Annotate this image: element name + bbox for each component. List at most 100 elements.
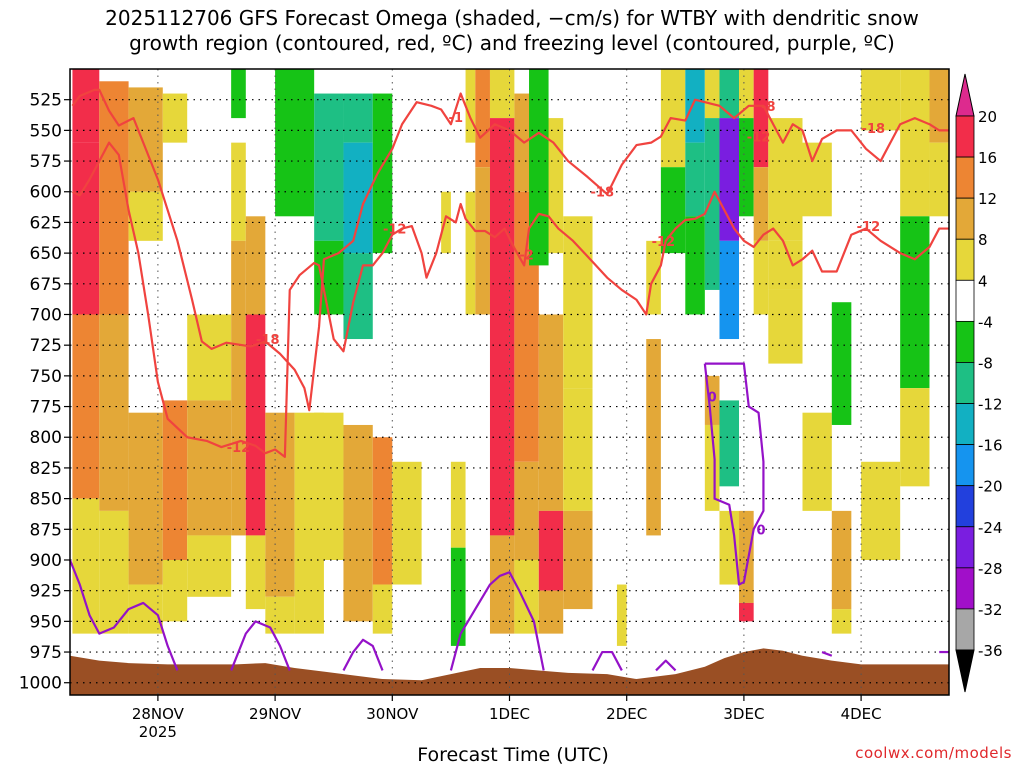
y-tick-label-975: 975	[30, 643, 62, 663]
colorbar-label-9: -20	[978, 478, 1003, 496]
omega-cell-32-1	[802, 412, 832, 511]
omega-cell-33-0	[831, 302, 852, 425]
x-tick-label-2DEC: 2DEC	[606, 705, 647, 723]
y-tick-label-750: 750	[30, 367, 62, 387]
colorbar-label-8: -16	[978, 437, 1003, 455]
y-tick-label-825: 825	[30, 459, 62, 479]
omega-cell-10-0	[314, 93, 344, 241]
y-tick-label-800: 800	[30, 428, 62, 448]
contour-label-4: -2	[519, 248, 533, 263]
omega-cell-11-1	[343, 142, 373, 254]
omega-cell-31-2	[768, 289, 803, 364]
omega-cell-19-2	[514, 461, 539, 560]
colorbar-label-4: 4	[978, 272, 988, 290]
y-tick-label-575: 575	[30, 152, 62, 172]
freezing-contour-0	[68, 559, 179, 671]
freezing-contour-2	[342, 638, 384, 671]
contour-label-7: -12	[747, 131, 771, 146]
y-tick-label-625: 625	[30, 213, 62, 233]
omega-cell-13-0	[392, 461, 422, 585]
omega-cell-36-1	[929, 142, 949, 217]
y-tick-label-675: 675	[30, 275, 62, 295]
colorbar-label-13: -36	[978, 642, 1003, 660]
omega-cell-0-0	[72, 69, 100, 143]
omega-cell-26-0	[685, 69, 705, 143]
omega-cell-28-2	[719, 240, 740, 340]
freezing-contour-6	[703, 362, 765, 586]
omega-cell-6-2	[245, 535, 266, 610]
x-tick-label-3DEC: 3DEC	[723, 705, 764, 723]
contour-labels: -18 -12 -12 -1 -2 -18 -12 -12 -8 -18 -12 0 0	[227, 100, 885, 538]
colorbar-bin-9	[955, 485, 975, 528]
contour-label-3: -1	[449, 111, 463, 126]
colorbar-bin-8	[955, 444, 975, 487]
omega-cell-11-3	[343, 424, 373, 622]
y-tick-label-525: 525	[30, 91, 62, 111]
omega-cell-20-2	[538, 510, 564, 591]
colorbar-label-3: 8	[978, 231, 988, 249]
colorbar-label-1: 16	[978, 149, 997, 167]
omega-cell-12-2	[372, 584, 393, 634]
omega-cell-33-2	[831, 609, 852, 634]
colorbar-bin-6	[955, 362, 975, 404]
omega-cell-2-3	[128, 584, 163, 634]
colorbar-label-5: -4	[978, 313, 993, 331]
colorbar-bottom-cap	[955, 649, 975, 693]
contour-label-6: -12	[652, 235, 676, 250]
colorbar-bin-3	[955, 238, 975, 281]
dgz-contour-1	[71, 141, 949, 458]
credit-text: coolwx.com/models	[855, 744, 1012, 762]
colorbar-label-7: -12	[978, 396, 1003, 414]
omega-cell-17-0	[475, 69, 490, 168]
contour-label-8: -8	[761, 100, 775, 115]
y-tick-label-550: 550	[30, 121, 62, 141]
omega-cell-5-0	[231, 69, 246, 119]
y-tick-label-900: 900	[30, 551, 62, 571]
x-tick-label-4DEC: 4DEC	[841, 705, 882, 723]
omega-cell-5-1	[231, 142, 246, 241]
y-tick-label-775: 775	[30, 398, 62, 418]
omega-cell-27-3	[704, 424, 720, 511]
omega-cell-30-0	[753, 69, 769, 168]
omega-cell-8-0	[275, 69, 315, 217]
freezing-contour-1	[230, 620, 291, 671]
x-tick-sublabel-28NOV: 2025	[139, 723, 177, 741]
omega-cell-28-0	[719, 69, 740, 119]
omega-shading	[72, 69, 949, 646]
omega-cell-29-2	[739, 510, 754, 603]
omega-cell-3-0	[162, 93, 188, 143]
omega-cell-10-2	[314, 412, 344, 560]
colorbar-bin-12	[955, 608, 975, 651]
contour-label-10: -12	[857, 220, 881, 235]
terrain-layer	[70, 648, 949, 695]
omega-cell-27-1	[704, 118, 720, 290]
omega-cell-18-0	[489, 69, 515, 119]
omega-cell-18-1	[489, 118, 515, 315]
omega-cell-4-2	[187, 535, 232, 597]
omega-cell-6-0	[245, 216, 266, 315]
y-tick-label-850: 850	[30, 490, 62, 510]
omega-cell-4-0	[187, 314, 232, 401]
colorbar-label-0: 20	[978, 108, 997, 126]
omega-cell-5-2	[231, 240, 246, 536]
title-line-2: growth region (contoured, red, ºC) and f…	[129, 31, 895, 55]
omega-cell-24-1	[646, 339, 661, 536]
y-tick-label-950: 950	[30, 612, 62, 632]
x-axis-label: Forecast Time (UTC)	[417, 744, 609, 766]
omega-cell-12-1	[372, 437, 393, 585]
contour-layer	[68, 88, 949, 672]
omega-cell-2-2	[128, 412, 163, 585]
y-tick-label-600: 600	[30, 183, 62, 203]
colorbar-bin-0	[955, 115, 975, 158]
omega-cell-27-0	[704, 69, 720, 119]
omega-cell-14-0	[441, 191, 451, 254]
y-tick-label-875: 875	[30, 520, 62, 540]
omega-cell-35-0	[900, 69, 930, 217]
colorbar-top-cap	[955, 73, 975, 117]
contour-label-0: -18	[256, 333, 280, 348]
y-tick-label-650: 650	[30, 244, 62, 264]
freezing-contour-4	[591, 650, 623, 671]
colorbar-label-11: -28	[978, 560, 1003, 578]
x-tick-label-30NOV: 30NOV	[366, 705, 419, 723]
